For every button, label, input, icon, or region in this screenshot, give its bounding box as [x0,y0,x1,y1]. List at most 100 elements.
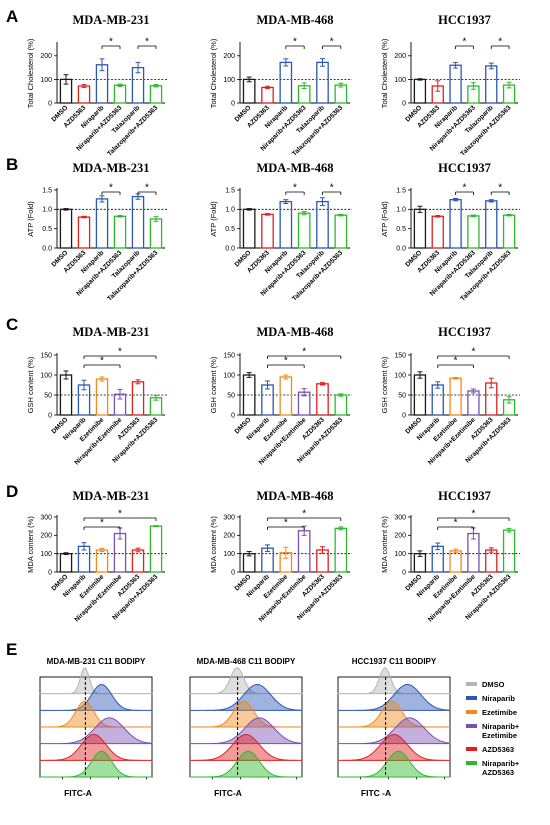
significance-star: * [284,518,288,529]
histogram-curve [190,750,302,778]
chart-title: MDA-MB-231 [72,489,149,503]
chart-title: HCC1937 [438,325,491,339]
significance-star: * [145,183,149,194]
bar [449,64,462,104]
legend-item: DMSO [466,680,505,689]
y-tick-label: 200 [223,53,235,60]
y-axis-label: Total Cholesterol (%) [209,38,218,108]
significance-star: * [498,37,502,48]
y-tick-label: 1.0 [42,207,52,214]
histogram-curve [338,700,450,728]
y-tick-label: 0.0 [42,245,52,252]
chart-title: MDA-MB-231 [72,161,149,175]
y-tick-label: 0.5 [225,226,235,233]
chart-title: HCC1937 [438,13,491,27]
flow-histogram-1: MDA-MB-231 C11 BODIPY FITC-A [39,657,153,798]
y-tick-label: 0.0 [396,245,406,252]
histogram-curve [39,734,153,761]
y-tick-label: 100 [40,551,52,558]
bar [431,384,444,416]
histogram-title: HCC1937 C11 BODIPY [352,657,437,666]
flow-histogram-3: HCC1937 C11 BODIPY FITC -A [337,657,451,798]
chart-title: MDA-MB-231 [72,13,149,27]
bar [59,553,73,573]
significance-star: * [293,37,297,48]
y-tick-label: 0 [48,100,52,107]
y-tick-label: 0.5 [42,226,52,233]
histogram-curve [337,733,451,761]
y-tick-label: 0 [48,569,52,576]
legend-swatch [466,761,477,765]
legend-item: Niraparib+Ezetimibe [466,722,520,740]
significance-star: * [330,37,334,48]
y-axis-label: GSH content (%) [209,356,218,413]
panel-label-e: E [6,640,17,659]
chart-title: MDA-MB-468 [256,325,333,339]
significance-star: * [100,518,104,529]
histogram-curve [337,667,451,695]
bar [113,215,127,249]
bar [502,529,516,573]
histogram-curve [189,667,303,695]
bar [131,381,145,416]
y-tick-label: 100 [40,77,52,84]
legend-item: Niraparib [466,694,515,703]
histogram-curve [189,717,303,745]
significance-star: * [454,356,458,367]
bar [279,61,293,104]
legend-swatch [466,724,477,728]
legend-label: Niraparib [482,694,515,703]
bar [431,545,444,573]
bar [59,208,73,249]
significance-star: * [293,183,297,194]
chart-title: MDA-MB-231 [72,325,149,339]
y-axis-label: Total Cholesterol (%) [26,38,35,108]
bar [413,208,427,249]
chart-title: MDA-MB-468 [256,489,333,503]
bar [316,383,329,416]
significance-star: * [454,518,458,529]
significance-star: * [498,183,502,194]
chart-title: HCC1937 [438,489,491,503]
bar [449,377,462,416]
panel-label-a: A [6,7,18,26]
y-axis-label: ATP (Fold) [380,201,389,237]
y-tick-label: 1.5 [225,187,235,194]
bar [279,200,293,249]
histogram-x-label: FITC-A [214,788,242,798]
y-axis-label: GSH content (%) [380,356,389,413]
legend-item: AZD5363 [466,745,514,754]
chart-title: MDA-MB-468 [256,161,333,175]
bar [261,213,274,249]
bar [334,394,348,416]
significance-star: * [145,37,149,48]
bar [485,65,498,104]
significance-star: * [302,347,306,358]
bar [95,378,109,416]
legend-item: Ezetimibe [466,708,517,717]
y-tick-label: 100 [394,372,406,379]
bar [297,530,311,573]
y-tick-label: 1.5 [42,187,52,194]
y-tick-label: 150 [223,352,235,359]
y-tick-label: 100 [40,372,52,379]
bar [242,208,256,249]
y-tick-label: 0 [402,412,406,419]
y-tick-label: 200 [394,533,406,540]
legend: DMSO Niraparib Ezetimibe Niraparib+Ezetimib… [466,680,520,777]
bar [149,218,163,249]
histogram-curve [337,684,451,711]
bar [95,198,109,249]
histogram-curve [39,667,153,695]
y-tick-label: 300 [223,514,235,521]
y-axis-label: MDA content (%) [380,516,389,573]
y-tick-label: 1.5 [396,187,406,194]
legend-swatch [466,747,477,751]
y-tick-label: 0.0 [225,245,235,252]
y-tick-label: 0 [402,100,406,107]
